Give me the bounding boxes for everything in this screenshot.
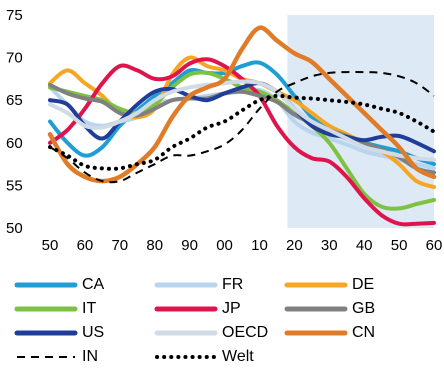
- legend-swatch: [284, 330, 348, 336]
- x-tick-label: 10: [251, 237, 268, 254]
- legend-item-cn: CN: [284, 322, 375, 344]
- y-tick-label: 75: [6, 7, 23, 24]
- y-tick-label: 65: [6, 92, 23, 109]
- legend-item-in: IN: [14, 346, 98, 368]
- series-line-us: [48, 81, 436, 154]
- legend-label: JP: [222, 300, 241, 317]
- legend-item-ca: CA: [14, 274, 104, 296]
- legend-swatch: [284, 282, 348, 288]
- series-line-jp: [48, 57, 436, 227]
- y-tick-label: 50: [6, 220, 23, 237]
- x-tick-label: 50: [391, 237, 408, 254]
- legend-label: IN: [82, 348, 98, 365]
- x-tick-label: 20: [286, 237, 303, 254]
- legend-swatch: [14, 330, 78, 336]
- legend-label: CN: [352, 324, 376, 341]
- legend-swatch: [155, 355, 217, 359]
- series-line-welt: [48, 93, 436, 171]
- series-line-oecd: [48, 79, 436, 162]
- x-tick-label: 60: [77, 237, 94, 254]
- legend-item-welt: Welt: [154, 346, 254, 368]
- x-tick-label: 90: [181, 237, 198, 254]
- series-line-in: [49, 70, 435, 184]
- legend-item-fr: FR: [154, 274, 243, 296]
- x-tick-labels: 50 60 70 80 90 00 10 20 30 40 50 60: [42, 237, 443, 254]
- legend-label: FR: [222, 276, 244, 293]
- x-tick-label: 80: [146, 237, 163, 254]
- x-tick-label: 60: [426, 237, 443, 254]
- line-chart: 50 55 60 65 70 75 50 60 70 80 90 00 10 20 30 40 50 60: [6, 7, 443, 254]
- y-tick-labels: 50 55 60 65 70 75: [6, 7, 23, 237]
- y-tick-label: 70: [6, 50, 23, 67]
- legend-swatch: [14, 282, 78, 288]
- legend-label: Welt: [222, 348, 254, 365]
- x-tick-label: 50: [42, 237, 59, 254]
- legend-swatch: [154, 306, 218, 312]
- legend-item-de: DE: [284, 274, 374, 296]
- x-tick-label: 70: [111, 237, 128, 254]
- legend-swatch: [154, 330, 218, 336]
- legend-item-it: IT: [14, 298, 96, 320]
- y-tick-label: 55: [6, 177, 23, 194]
- legend-label: US: [82, 324, 105, 341]
- legend-swatch: [14, 306, 78, 312]
- legend-label: CA: [82, 276, 105, 293]
- legend-label: IT: [82, 300, 97, 317]
- legend-item-gb: GB: [284, 298, 375, 320]
- series-line-cn: [47, 25, 437, 184]
- legend-item-us: US: [14, 322, 104, 344]
- legend-item-jp: JP: [154, 298, 241, 320]
- y-tick-label: 60: [6, 135, 23, 152]
- legend-swatch: [17, 356, 75, 358]
- series-line-gb: [48, 82, 436, 175]
- x-tick-label: 30: [321, 237, 338, 254]
- series-lines: [47, 25, 437, 227]
- x-tick-label: 40: [356, 237, 373, 254]
- legend-swatch: [154, 282, 218, 288]
- legend-label: DE: [352, 276, 375, 293]
- x-tick-label: 00: [216, 237, 233, 254]
- legend-label: GB: [352, 300, 376, 317]
- legend-swatch: [284, 306, 348, 312]
- legend-label: OECD: [222, 324, 269, 341]
- legend-item-oecd: OECD: [154, 322, 268, 344]
